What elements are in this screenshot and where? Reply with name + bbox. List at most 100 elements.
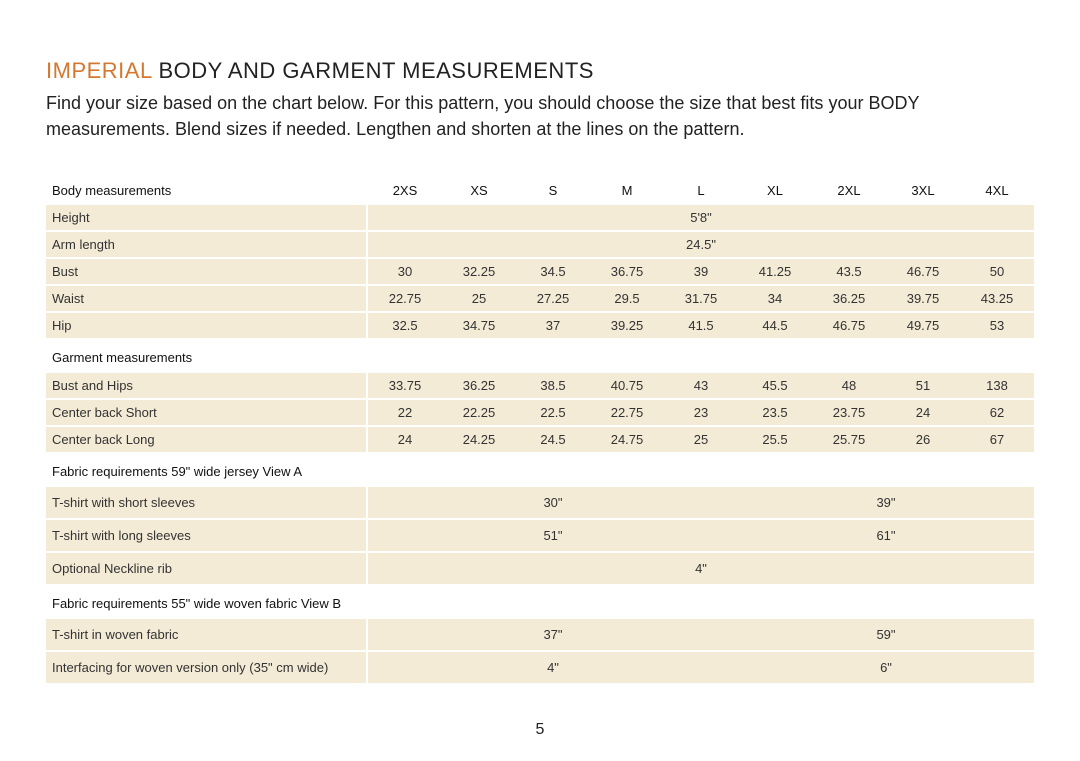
cell-value: 22.75 xyxy=(368,286,442,311)
size-col: 3XL xyxy=(886,178,960,203)
cell-value: 62 xyxy=(960,400,1034,425)
cell-value: 24 xyxy=(886,400,960,425)
cell-value: 31.75 xyxy=(664,286,738,311)
cell-value: 4" xyxy=(368,553,1034,584)
cell-value: 46.75 xyxy=(886,259,960,284)
size-col: L xyxy=(664,178,738,203)
row-label: Bust and Hips xyxy=(46,373,366,398)
cell-value: 33.75 xyxy=(368,373,442,398)
cell-value: 26 xyxy=(886,427,960,452)
fabric-a-header: Fabric requirements 59" wide jersey View… xyxy=(46,454,1034,485)
cell-value: 53 xyxy=(960,313,1034,338)
cell-value: 27.25 xyxy=(516,286,590,311)
cell-value: 37 xyxy=(516,313,590,338)
row-label: Center back Short xyxy=(46,400,366,425)
cell-value: 29.5 xyxy=(590,286,664,311)
size-col: S xyxy=(516,178,590,203)
row-label: Bust xyxy=(46,259,366,284)
cell-value: 67 xyxy=(960,427,1034,452)
cell-value: 43.5 xyxy=(812,259,886,284)
sizing-chart-page: IMPERIAL BODY AND GARMENT MEASUREMENTS F… xyxy=(0,0,1080,739)
cell-value: 22.25 xyxy=(442,400,516,425)
cell-value: 22 xyxy=(368,400,442,425)
cell-value: 6" xyxy=(738,652,1034,683)
cell-value: 36.25 xyxy=(812,286,886,311)
page-title: IMPERIAL BODY AND GARMENT MEASUREMENTS xyxy=(46,58,1034,84)
size-col: 4XL xyxy=(960,178,1034,203)
cell-value: 25.5 xyxy=(738,427,812,452)
table-row: Waist 22.75 25 27.25 29.5 31.75 34 36.25… xyxy=(46,286,1034,311)
cell-value: 38.5 xyxy=(516,373,590,398)
cell-value: 39.25 xyxy=(590,313,664,338)
size-col: M xyxy=(590,178,664,203)
cell-value: 59" xyxy=(738,619,1034,650)
size-col: 2XL xyxy=(812,178,886,203)
cell-value: 32.5 xyxy=(368,313,442,338)
size-col: XS xyxy=(442,178,516,203)
cell-value: 39" xyxy=(738,487,1034,518)
table-row: T-shirt with long sleeves 51" 61" xyxy=(46,520,1034,551)
row-label: T-shirt with short sleeves xyxy=(46,487,366,518)
cell-value: 23.75 xyxy=(812,400,886,425)
cell-value: 34 xyxy=(738,286,812,311)
table-row: Height 5'8" xyxy=(46,205,1034,230)
section-header: Garment measurements xyxy=(46,340,1034,371)
cell-value: 30 xyxy=(368,259,442,284)
cell-value: 24 xyxy=(368,427,442,452)
section-header: Fabric requirements 59" wide jersey View… xyxy=(46,454,1034,485)
measurements-table: Body measurements 2XS XS S M L XL 2XL 3X… xyxy=(46,176,1034,685)
table-row: Center back Short 22 22.25 22.5 22.75 23… xyxy=(46,400,1034,425)
table-row: T-shirt in woven fabric 37" 59" xyxy=(46,619,1034,650)
table-row: Hip 32.5 34.75 37 39.25 41.5 44.5 46.75 … xyxy=(46,313,1034,338)
cell-value: 30" xyxy=(368,487,738,518)
cell-value: 61" xyxy=(738,520,1034,551)
table-row: Interfacing for woven version only (35" … xyxy=(46,652,1034,683)
cell-value: 4" xyxy=(368,652,738,683)
table-row: Bust and Hips 33.75 36.25 38.5 40.75 43 … xyxy=(46,373,1034,398)
cell-value: 36.25 xyxy=(442,373,516,398)
cell-value: 37" xyxy=(368,619,738,650)
cell-value: 22.5 xyxy=(516,400,590,425)
cell-value: 36.75 xyxy=(590,259,664,284)
cell-value: 24.5 xyxy=(516,427,590,452)
row-label: T-shirt in woven fabric xyxy=(46,619,366,650)
fabric-b-header: Fabric requirements 55" wide woven fabri… xyxy=(46,586,1034,617)
cell-value: 25 xyxy=(664,427,738,452)
cell-value: 23.5 xyxy=(738,400,812,425)
size-col: 2XS xyxy=(368,178,442,203)
table-row: Arm length 24.5" xyxy=(46,232,1034,257)
cell-value: 23 xyxy=(664,400,738,425)
cell-value: 5'8" xyxy=(368,205,1034,230)
cell-value: 41.5 xyxy=(664,313,738,338)
cell-value: 50 xyxy=(960,259,1034,284)
cell-value: 39.75 xyxy=(886,286,960,311)
intro-text: Find your size based on the chart below.… xyxy=(46,90,1026,142)
cell-value: 32.25 xyxy=(442,259,516,284)
cell-value: 41.25 xyxy=(738,259,812,284)
row-label: Interfacing for woven version only (35" … xyxy=(46,652,366,683)
page-number: 5 xyxy=(46,721,1034,739)
cell-value: 22.75 xyxy=(590,400,664,425)
row-label: Height xyxy=(46,205,366,230)
cell-value: 25.75 xyxy=(812,427,886,452)
row-label: T-shirt with long sleeves xyxy=(46,520,366,551)
row-label: Hip xyxy=(46,313,366,338)
row-label: Arm length xyxy=(46,232,366,257)
body-measurements-header: Body measurements xyxy=(46,178,366,203)
cell-value: 43 xyxy=(664,373,738,398)
cell-value: 51" xyxy=(368,520,738,551)
table-row: T-shirt with short sleeves 30" 39" xyxy=(46,487,1034,518)
cell-value: 34.75 xyxy=(442,313,516,338)
cell-value: 43.25 xyxy=(960,286,1034,311)
garment-measurements-header: Garment measurements xyxy=(46,340,1034,371)
cell-value: 46.75 xyxy=(812,313,886,338)
table-row: Optional Neckline rib 4" xyxy=(46,553,1034,584)
cell-value: 138 xyxy=(960,373,1034,398)
title-accent: IMPERIAL xyxy=(46,58,152,83)
cell-value: 45.5 xyxy=(738,373,812,398)
cell-value: 51 xyxy=(886,373,960,398)
cell-value: 39 xyxy=(664,259,738,284)
sizes-header-row: Body measurements 2XS XS S M L XL 2XL 3X… xyxy=(46,178,1034,203)
cell-value: 34.5 xyxy=(516,259,590,284)
table-row: Bust 30 32.25 34.5 36.75 39 41.25 43.5 4… xyxy=(46,259,1034,284)
